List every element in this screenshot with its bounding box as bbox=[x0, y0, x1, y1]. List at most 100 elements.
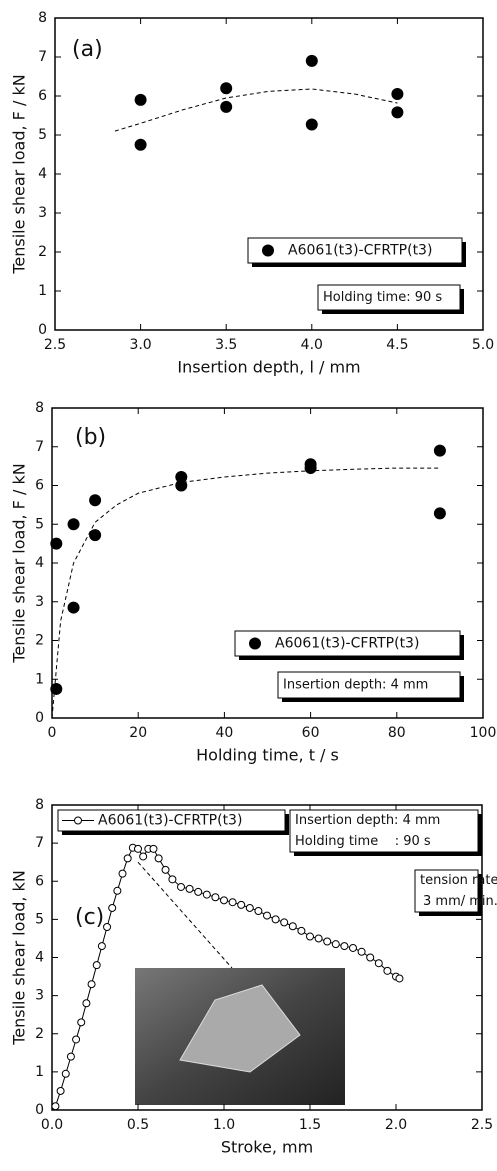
data-marker bbox=[77, 1018, 86, 1027]
data-marker bbox=[72, 1035, 81, 1044]
data-marker bbox=[82, 999, 91, 1008]
legend-marker bbox=[74, 816, 82, 825]
x-tick-label: 0 bbox=[48, 725, 57, 741]
data-marker bbox=[51, 1102, 60, 1111]
data-marker bbox=[306, 932, 314, 941]
y-tick-label: 1 bbox=[35, 1064, 44, 1080]
x-tick-label: 3.5 bbox=[215, 337, 237, 353]
data-marker bbox=[92, 961, 101, 970]
legend-marker bbox=[262, 244, 274, 257]
data-marker bbox=[185, 884, 194, 893]
data-marker bbox=[108, 903, 117, 912]
y-tick-label: 0 bbox=[35, 710, 44, 726]
annotation: 3 mm/ min. bbox=[423, 894, 497, 909]
x-tick-label: 4.0 bbox=[301, 337, 323, 353]
plot-frame bbox=[54, 17, 484, 331]
data-marker bbox=[374, 959, 383, 968]
data-point bbox=[433, 444, 446, 457]
data-point bbox=[89, 529, 102, 542]
data-marker bbox=[331, 940, 340, 949]
data-marker bbox=[154, 854, 163, 863]
data-marker bbox=[139, 852, 148, 861]
annotation-box bbox=[289, 809, 479, 853]
legend-label: A6061(t3)-CFRTP(t3) bbox=[288, 243, 432, 259]
y-tick-label: 3 bbox=[38, 205, 47, 221]
y-tick-label: 0 bbox=[35, 1102, 44, 1118]
data-marker bbox=[211, 893, 220, 902]
x-axis-label: Stroke, mm bbox=[221, 1138, 313, 1157]
data-marker bbox=[280, 918, 289, 927]
data-point bbox=[391, 106, 404, 119]
x-tick-label: 2.5 bbox=[471, 1117, 493, 1133]
y-tick-label: 4 bbox=[38, 166, 47, 182]
data-point bbox=[305, 54, 318, 67]
y-tick-label: 5 bbox=[35, 516, 44, 532]
data-point bbox=[175, 470, 188, 483]
y-axis-label: Tensile shear load, F / kN bbox=[10, 74, 29, 274]
legend-label: A6061(t3)-CFRTP(t3) bbox=[98, 813, 242, 829]
y-axis-label: Tensile shear load, kN bbox=[10, 870, 29, 1046]
data-marker bbox=[177, 882, 185, 891]
x-tick-label: 20 bbox=[129, 725, 147, 741]
data-point bbox=[67, 518, 80, 531]
x-axis-label: Insertion depth, l / mm bbox=[177, 358, 360, 377]
y-tick-label: 7 bbox=[38, 49, 47, 65]
data-marker bbox=[202, 890, 211, 899]
data-marker bbox=[134, 844, 142, 853]
legend-box bbox=[234, 630, 461, 657]
data-marker bbox=[168, 875, 177, 884]
y-tick-label: 1 bbox=[35, 671, 44, 687]
x-tick-label: 100 bbox=[470, 725, 497, 741]
data-marker bbox=[228, 898, 237, 907]
data-marker bbox=[323, 937, 332, 946]
data-point bbox=[220, 82, 233, 95]
annotation: Holding time: 90 s bbox=[323, 290, 442, 305]
legend-box bbox=[57, 809, 286, 832]
y-tick-label: 6 bbox=[35, 478, 44, 494]
data-marker bbox=[245, 903, 254, 912]
y-tick-label: 3 bbox=[35, 594, 44, 610]
data-marker bbox=[118, 869, 127, 878]
data-marker bbox=[357, 947, 366, 956]
data-point bbox=[67, 601, 80, 614]
y-tick-label: 6 bbox=[38, 88, 47, 104]
data-marker bbox=[340, 942, 349, 951]
y-tick-label: 0 bbox=[38, 322, 47, 338]
y-tick-label: 2 bbox=[35, 633, 44, 649]
y-tick-label: 3 bbox=[35, 988, 44, 1004]
y-tick-label: 2 bbox=[35, 1026, 44, 1042]
legend-marker bbox=[249, 637, 261, 650]
legend-box bbox=[247, 237, 463, 264]
panel-label: (b) bbox=[75, 425, 106, 450]
annotation-box bbox=[414, 869, 479, 913]
y-tick-label: 7 bbox=[35, 439, 44, 455]
data-marker bbox=[103, 923, 112, 931]
y-tick-label: 5 bbox=[35, 911, 44, 927]
x-tick-label: 2.0 bbox=[385, 1117, 407, 1133]
data-point bbox=[89, 494, 102, 507]
x-tick-label: 1.5 bbox=[299, 1117, 321, 1133]
x-tick-label: 0.5 bbox=[127, 1117, 149, 1133]
pointer-line bbox=[137, 861, 233, 969]
data-marker bbox=[56, 1086, 65, 1095]
y-tick-label: 4 bbox=[35, 950, 44, 966]
data-point bbox=[50, 682, 63, 695]
y-tick-label: 4 bbox=[35, 555, 44, 571]
data-marker bbox=[61, 1069, 70, 1078]
x-tick-label: 3.0 bbox=[129, 337, 151, 353]
x-tick-label: 5.0 bbox=[472, 337, 494, 353]
x-tick-label: 1.0 bbox=[213, 1117, 235, 1133]
data-point bbox=[134, 138, 147, 151]
y-tick-label: 2 bbox=[38, 244, 47, 260]
y-tick-label: 8 bbox=[35, 797, 44, 813]
data-point bbox=[391, 88, 404, 101]
y-tick-label: 8 bbox=[38, 10, 47, 26]
data-marker bbox=[263, 911, 271, 920]
data-point bbox=[175, 479, 188, 492]
data-marker bbox=[237, 900, 246, 909]
x-tick-label: 4.5 bbox=[386, 337, 408, 353]
data-point bbox=[305, 118, 318, 131]
data-marker bbox=[66, 1052, 75, 1061]
data-point bbox=[220, 100, 233, 113]
trend-line bbox=[114, 88, 398, 132]
